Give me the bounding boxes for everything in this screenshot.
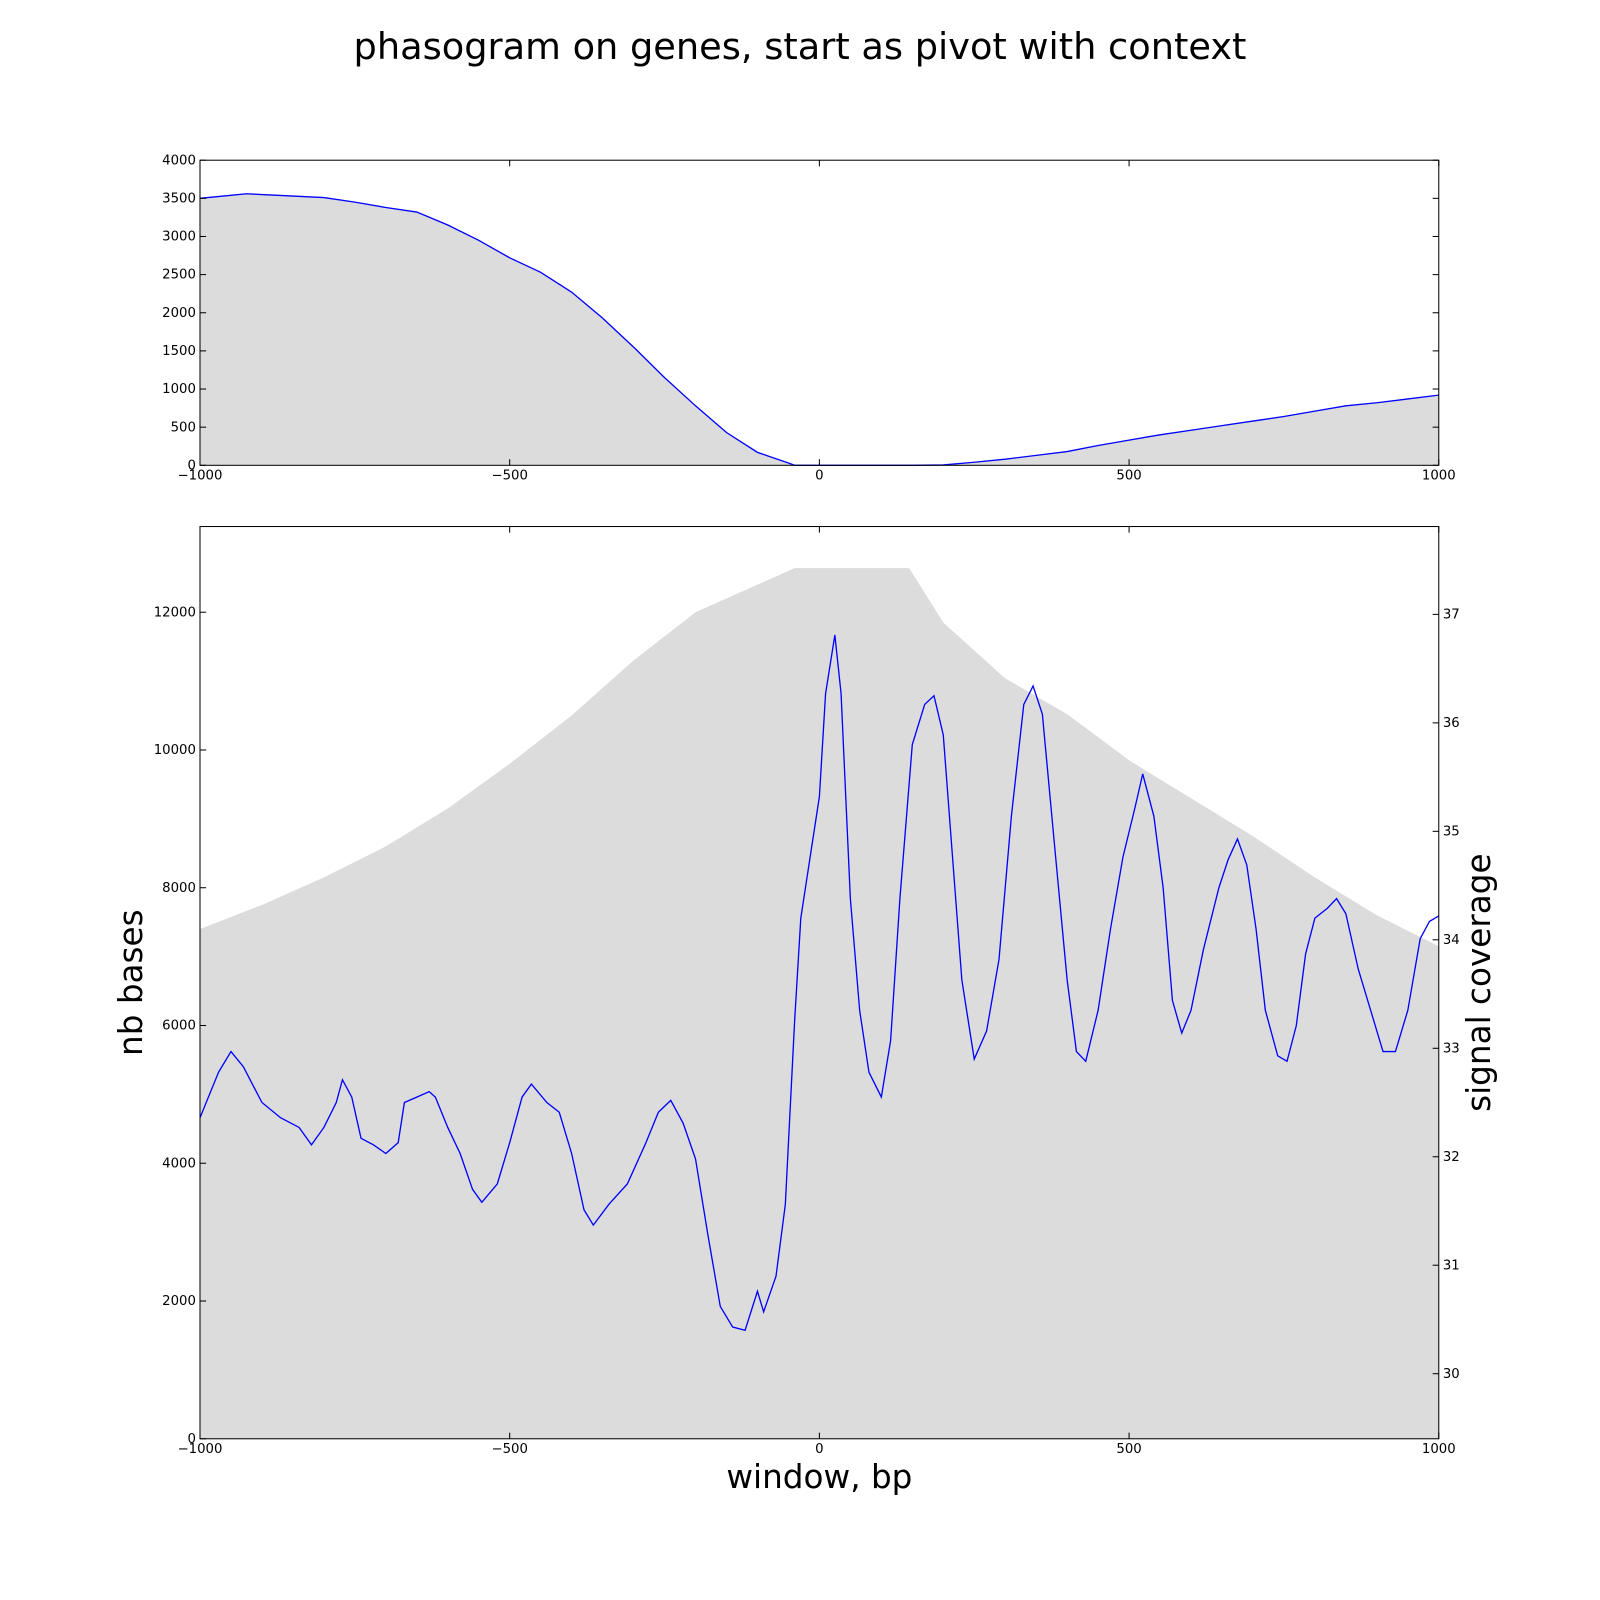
y-tick-label: 4000 [162, 1156, 196, 1171]
area [200, 193, 1439, 466]
y2-tick-label: 35 [1443, 824, 1460, 839]
y-tick-label: 3000 [162, 230, 196, 245]
x-tick-label: 0 [815, 1442, 823, 1457]
y-tick-label: 3500 [162, 191, 196, 206]
y2-axis-label: signal coverage [1460, 853, 1498, 1111]
y-tick-label: 1000 [162, 382, 196, 397]
x-tick-label: 1000 [1422, 1442, 1456, 1457]
y-tick-label: 2000 [162, 1294, 196, 1309]
y-tick-label: 4000 [162, 153, 196, 168]
y-tick-label: 2500 [162, 268, 196, 283]
y-tick-label: 500 [171, 420, 196, 435]
y2-tick-label: 32 [1443, 1150, 1460, 1165]
y2-tick-label: 37 [1443, 607, 1460, 622]
y2-tick-label: 31 [1443, 1258, 1460, 1273]
x-tick-label: 0 [815, 469, 823, 484]
x-tick-label: 500 [1116, 1442, 1141, 1457]
y2-tick-label: 30 [1443, 1367, 1460, 1382]
y-tick-label: 10000 [154, 743, 196, 758]
x-tick-label: −1000 [178, 469, 223, 484]
y2-tick-label: 33 [1443, 1041, 1460, 1056]
x-axis-label: window, bp [726, 1458, 912, 1496]
x-tick-label: 500 [1116, 469, 1141, 484]
y2-tick-label: 36 [1443, 716, 1460, 731]
y-tick-label: 6000 [162, 1019, 196, 1034]
area [200, 568, 1439, 1439]
x-tick-label: −500 [491, 1442, 527, 1457]
line [199, 634, 1440, 1332]
y-axis-label: nb bases [112, 909, 150, 1056]
y2-tick-label: 34 [1443, 933, 1460, 948]
figure-title: phasogram on genes, start as pivot with … [354, 25, 1247, 68]
x-tick-label: 1000 [1422, 469, 1456, 484]
y-tick-label: 1500 [162, 344, 196, 359]
y-tick-label: 8000 [162, 881, 196, 896]
y-tick-label: 12000 [154, 605, 196, 620]
y-tick-label: 2000 [162, 306, 196, 321]
y-tick-label: 0 [187, 1432, 195, 1447]
x-tick-label: −1000 [178, 1442, 223, 1457]
y-tick-label: 0 [187, 458, 195, 473]
x-tick-label: −500 [491, 469, 527, 484]
